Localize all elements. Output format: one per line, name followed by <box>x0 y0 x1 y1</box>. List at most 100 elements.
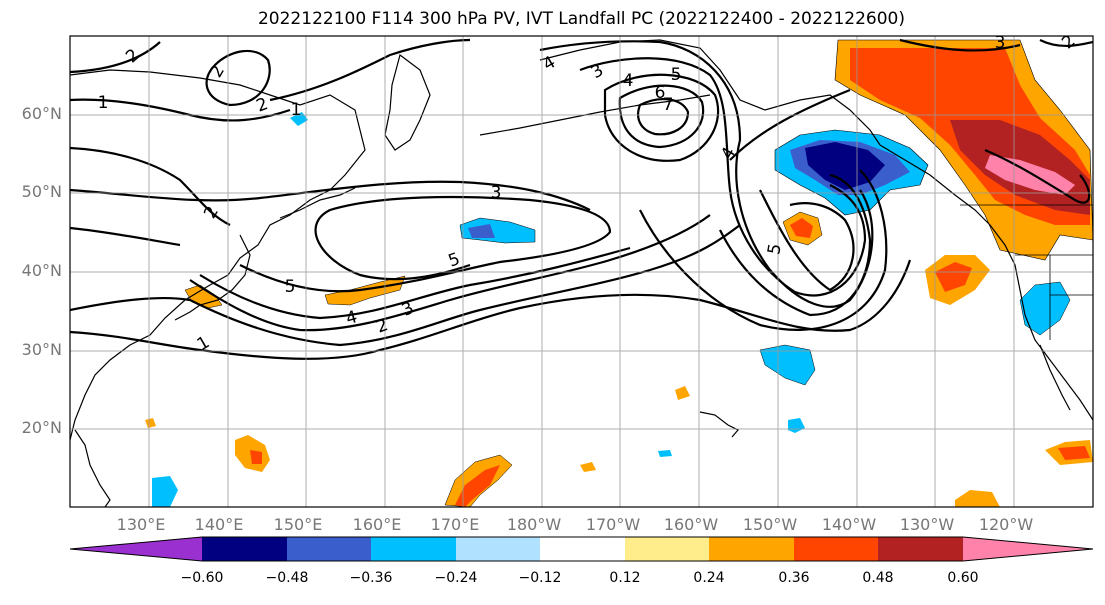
lon-label: 160°W <box>663 515 719 534</box>
coastline-layer <box>70 39 1093 507</box>
contour-label: 3 <box>995 33 1006 53</box>
anomaly-blob <box>468 224 495 238</box>
lat-label: 60°N <box>21 104 62 123</box>
contour-label: 5 <box>446 249 463 271</box>
pv-contours <box>70 38 1093 360</box>
contour-label: 5 <box>285 277 296 297</box>
pv-contour-3c <box>759 189 855 292</box>
pv-contour-2b <box>70 146 231 226</box>
colorbar-tick-label: 0.12 <box>609 570 641 586</box>
colorbar-bin <box>625 537 709 561</box>
lon-label: 130°E <box>116 515 166 534</box>
coastline-hawaii <box>699 411 739 438</box>
contour-label: 1 <box>98 93 109 113</box>
contour-label: 5 <box>671 65 682 85</box>
lat-label: 40°N <box>21 261 62 280</box>
lat-label: 30°N <box>21 340 62 359</box>
lon-label: 150°W <box>742 515 798 534</box>
anomaly-goa-navy <box>805 142 885 190</box>
lon-label: 120°W <box>978 515 1034 534</box>
coastline-alaska <box>539 39 881 146</box>
map-frame <box>69 35 1094 508</box>
state-borders <box>960 204 1093 340</box>
colorbar-tick-label: 0.36 <box>778 570 810 586</box>
contour-label: 5 <box>764 242 786 256</box>
coastline-baja <box>1039 344 1071 411</box>
colorbar <box>69 536 1094 562</box>
colorbar-outline <box>69 536 1094 562</box>
pv-contour-2c <box>70 41 161 74</box>
lon-label: 150°E <box>273 515 323 534</box>
lon-label: 180°W <box>506 515 562 534</box>
anomaly-blob <box>935 262 972 292</box>
colorbar-extend-min <box>70 537 202 561</box>
pv-contour-2g <box>639 169 888 331</box>
colorbar-tick-label: −0.36 <box>349 570 393 586</box>
pv-contour-2f <box>70 226 181 247</box>
anomaly-blob <box>152 476 178 507</box>
anomaly-blob <box>455 465 500 507</box>
pv-contour-3 <box>189 214 711 332</box>
pv-contour-ne <box>899 38 1093 52</box>
colorbar-tick-label: −0.24 <box>434 570 478 586</box>
colorbar-tick-label: 0.60 <box>947 570 979 586</box>
coastline-na-west <box>879 144 1093 421</box>
lat-label: 50°N <box>21 182 62 201</box>
pv-contour-6b <box>618 84 705 149</box>
colorbar-tick-label: −0.48 <box>265 570 309 586</box>
colorbar-bin <box>878 537 963 561</box>
map-title: 2022122100 F114 300 hPa PV, IVT Landfall… <box>257 9 905 29</box>
pv-contour-4c <box>729 88 851 161</box>
contour-label: 1 <box>291 100 302 120</box>
colorbar-bin <box>794 537 878 561</box>
coastline-kamchatka <box>384 53 431 151</box>
lon-label: 140°W <box>821 515 877 534</box>
lon-label: 160°E <box>352 515 402 534</box>
contour-label: 7 <box>663 95 674 115</box>
pv-contour-2 <box>70 224 741 347</box>
contour-label: 4 <box>623 71 634 91</box>
pv-contour-5a <box>579 57 867 297</box>
anomaly-blob <box>250 450 262 464</box>
lat-label: 20°N <box>21 418 62 437</box>
pv-contour-2e <box>269 38 471 102</box>
anomaly-blob <box>1058 446 1090 460</box>
colorbar-bin <box>287 537 371 561</box>
pv-contour-7 <box>637 98 690 136</box>
contour-label: 2 <box>254 94 271 116</box>
pv-contour-4 <box>199 246 631 320</box>
pv-contour-4b <box>719 173 872 317</box>
pv-contour-5 <box>239 195 612 293</box>
pv-contour-6 <box>603 73 720 162</box>
anomaly-blob <box>788 418 805 433</box>
graticule <box>70 36 1093 507</box>
anomaly-blob <box>675 386 690 400</box>
coastline-aleutians <box>479 94 711 136</box>
lon-label: 140°E <box>194 515 244 534</box>
contour-label: 3 <box>399 298 417 321</box>
lon-label: 130°W <box>899 515 955 534</box>
anomaly-blob <box>759 344 816 386</box>
contour-label: 6 <box>655 83 666 103</box>
anomaly-blob <box>1019 281 1071 336</box>
colorbar-bin <box>202 537 287 561</box>
colorbar-bin <box>456 537 540 561</box>
colorbar-tick-label: 0.48 <box>862 570 894 586</box>
colorbar-bin <box>709 537 794 561</box>
coastline-philippines <box>74 429 111 507</box>
colorbar-tick-label: 0.24 <box>693 570 725 586</box>
colorbar-tick-label: −0.60 <box>180 570 224 586</box>
colorbar-extend-max <box>963 537 1093 561</box>
contour-label: 2 <box>206 62 229 81</box>
anomaly-blob <box>658 450 672 457</box>
anomaly-blob <box>580 462 596 472</box>
pv-contour-east <box>984 148 1091 204</box>
anomaly-blob <box>790 218 813 238</box>
lon-label: 170°E <box>430 515 480 534</box>
anomaly-blob <box>145 418 156 428</box>
contour-label: 3 <box>491 183 502 203</box>
coastline-asia <box>70 69 366 441</box>
colorbar-bin <box>540 537 625 561</box>
lon-label: 170°W <box>585 515 641 534</box>
